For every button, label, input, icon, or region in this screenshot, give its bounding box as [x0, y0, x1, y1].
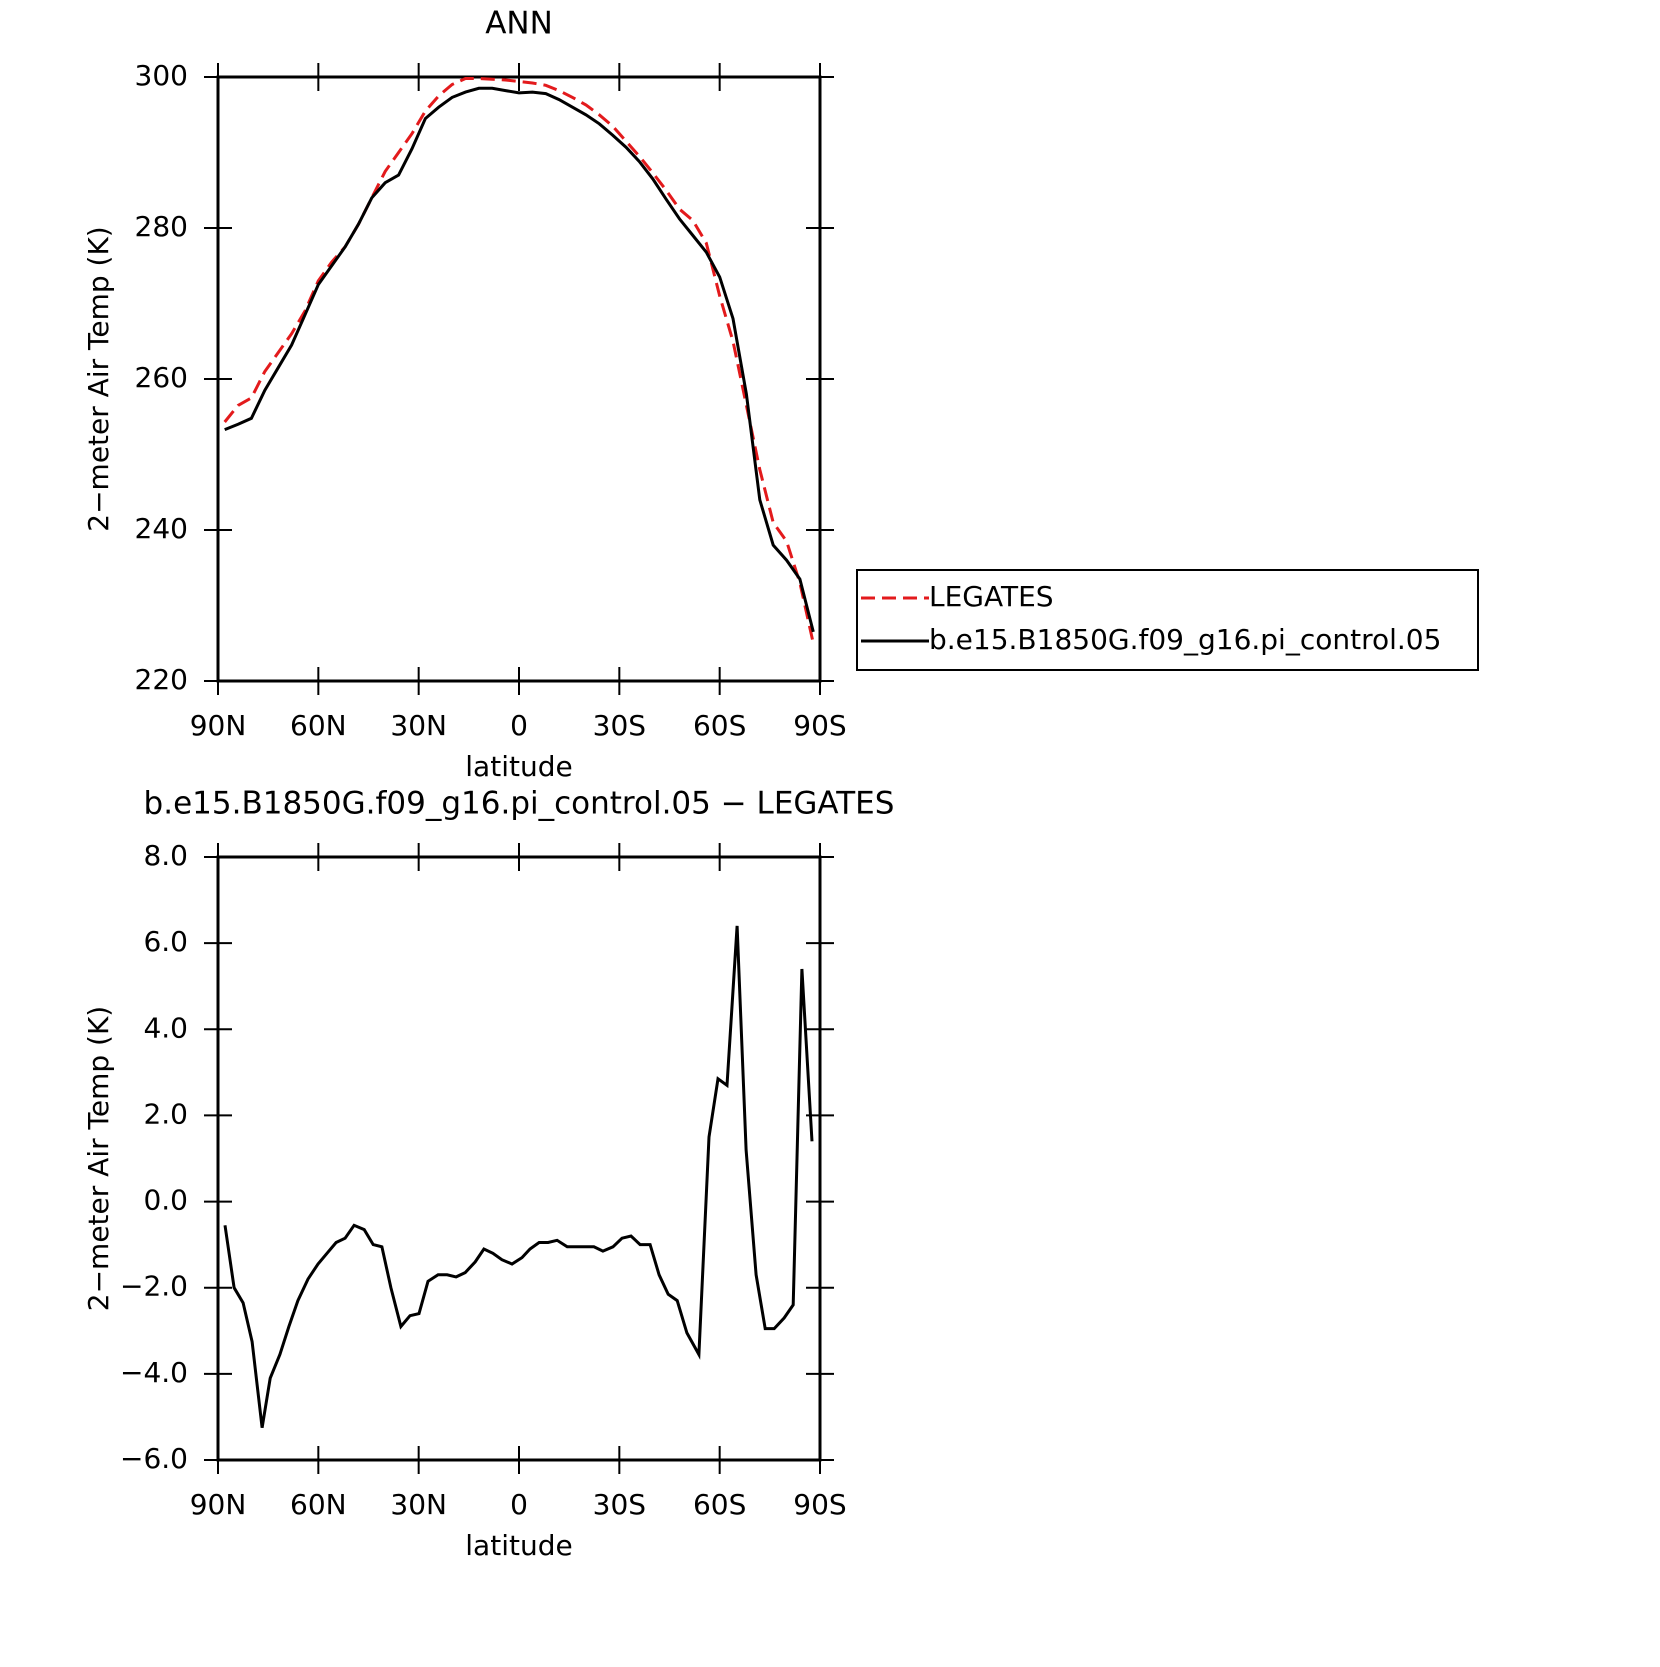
x-tick-label: 60S [693, 709, 746, 742]
y-tick-label: 8.0 [143, 839, 188, 872]
x-tick-label: 90N [190, 709, 247, 742]
y-tick-label: 280 [135, 210, 188, 243]
x-tick-label: 90S [793, 709, 846, 742]
legend-label: b.e15.B1850G.f09_g16.pi_control.05 [929, 623, 1441, 656]
x-tick-label: 0 [510, 1488, 528, 1521]
chart-title: b.e15.B1850G.f09_g16.pi_control.05 − LEG… [144, 786, 895, 822]
x-tick-label: 30N [390, 709, 447, 742]
x-tick-label: 90N [190, 1488, 247, 1521]
series-line [224, 86, 815, 633]
y-tick-label: 6.0 [143, 925, 188, 958]
x-tick-label: 60N [290, 709, 347, 742]
x-tick-label: 30N [390, 1488, 447, 1521]
x-tick-label: 30S [593, 709, 646, 742]
x-tick-label: 90S [793, 1488, 846, 1521]
y-tick-label: 2.0 [143, 1097, 188, 1130]
y-tick-label: −2.0 [120, 1270, 188, 1303]
x-tick-label: 30S [593, 1488, 646, 1521]
y-tick-label: 0.0 [143, 1184, 188, 1217]
y-tick-label: 240 [135, 512, 188, 545]
y-tick-label: 4.0 [143, 1011, 188, 1044]
plot-frame [216, 75, 822, 683]
y-tick-label: −4.0 [120, 1356, 188, 1389]
x-tick-label: 60S [693, 1488, 746, 1521]
y-axis-label: 2−meter Air Temp (K) [82, 1006, 115, 1311]
series-line [223, 925, 814, 1428]
series-line [223, 77, 815, 644]
legend-label: LEGATES [929, 580, 1054, 613]
x-axis-label: latitude [465, 1529, 572, 1562]
legend-box [856, 569, 1479, 671]
x-tick-label: 60N [290, 1488, 347, 1521]
y-axis-label: 2−meter Air Temp (K) [82, 226, 115, 531]
y-tick-label: 220 [135, 663, 188, 696]
y-tick-label: −6.0 [120, 1442, 188, 1475]
chart-title: ANN [485, 6, 553, 42]
x-axis-label: latitude [465, 750, 572, 783]
y-tick-label: 260 [135, 361, 188, 394]
y-tick-label: 300 [135, 59, 188, 92]
plot-frame [216, 855, 822, 1462]
x-tick-label: 0 [510, 709, 528, 742]
